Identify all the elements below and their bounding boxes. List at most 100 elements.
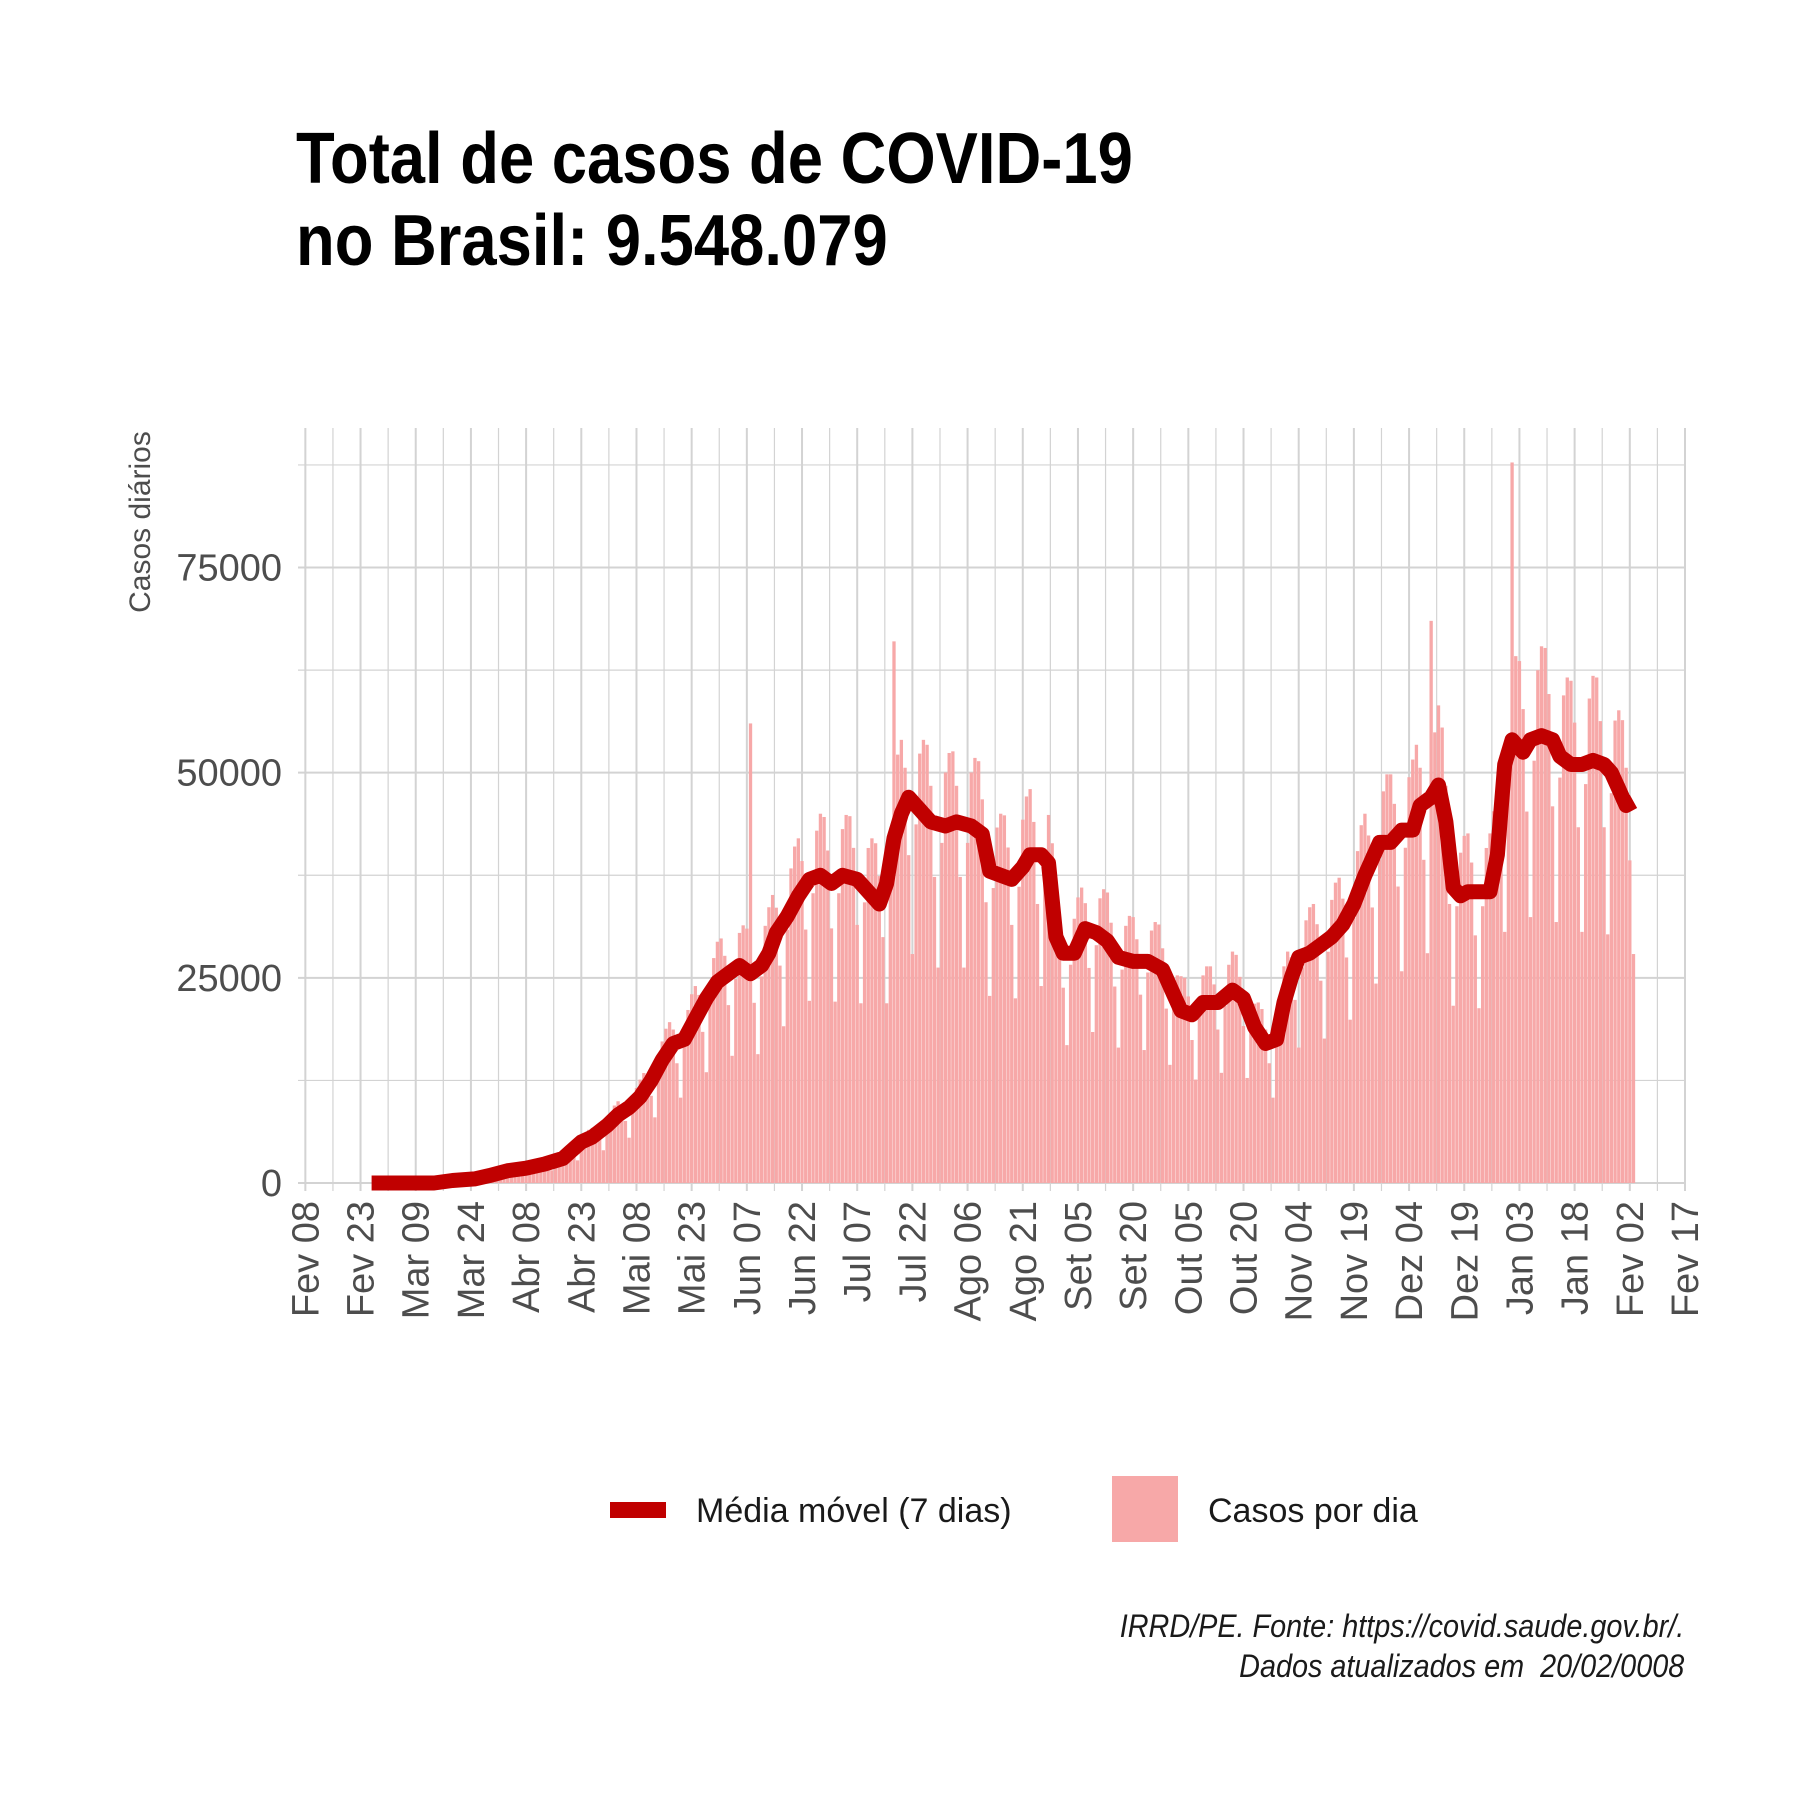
- daily-bar: [907, 855, 911, 1183]
- daily-bar: [726, 1005, 731, 1183]
- daily-bar: [1252, 1003, 1257, 1183]
- daily-bar: [881, 937, 885, 1183]
- daily-bar: [896, 754, 900, 1183]
- daily-bar: [616, 1101, 620, 1183]
- daily-bar: [660, 1041, 664, 1183]
- daily-bar: [1227, 964, 1231, 1183]
- daily-bar: [833, 1001, 837, 1183]
- daily-bar: [855, 924, 859, 1183]
- daily-bar: [1135, 939, 1139, 1183]
- daily-bar: [1068, 964, 1073, 1183]
- daily-bar: [929, 785, 933, 1183]
- daily-bar: [1352, 917, 1356, 1183]
- daily-bar: [763, 925, 767, 1183]
- daily-bar: [1624, 767, 1628, 1183]
- x-tick-label: Ago 06: [948, 1201, 990, 1321]
- daily-bar: [667, 1022, 672, 1183]
- daily-bar: [1094, 945, 1099, 1183]
- daily-bar: [642, 1073, 646, 1183]
- daily-bar: [1024, 796, 1029, 1183]
- daily-bar: [1385, 774, 1389, 1183]
- daily-bar: [969, 772, 973, 1183]
- daily-bar: [800, 861, 804, 1183]
- daily-bar: [1087, 967, 1091, 1183]
- daily-bar: [678, 1097, 683, 1183]
- daily-bar: [594, 1129, 598, 1183]
- daily-bar: [1282, 966, 1286, 1183]
- daily-bar: [999, 813, 1003, 1183]
- daily-bar: [1113, 986, 1117, 1183]
- y-axis-ticks: 0 25000 50000 75000: [176, 548, 282, 1205]
- daily-bar: [682, 1046, 686, 1183]
- daily-bar: [572, 1153, 576, 1183]
- daily-bar: [1620, 720, 1625, 1183]
- daily-bar: [1344, 957, 1349, 1183]
- daily-bar: [1219, 1072, 1224, 1183]
- daily-bar: [844, 814, 848, 1183]
- daily-bar: [1267, 1063, 1271, 1183]
- daily-bar: [715, 941, 720, 1183]
- daily-bar: [1436, 705, 1441, 1183]
- daily-bar: [1017, 886, 1021, 1183]
- x-tick-label: Ago 21: [1003, 1201, 1045, 1321]
- daily-bar: [1127, 915, 1132, 1183]
- daily-bar: [1109, 922, 1113, 1183]
- daily-bar: [951, 751, 955, 1183]
- daily-bar: [1444, 785, 1448, 1183]
- daily-bar: [524, 1174, 528, 1183]
- daily-bar: [1142, 1050, 1146, 1183]
- daily-bar: [1631, 954, 1636, 1183]
- daily-bar: [542, 1162, 547, 1183]
- legend-bar-swatch: [1112, 1476, 1178, 1542]
- daily-bar: [712, 958, 716, 1183]
- daily-bar: [1617, 710, 1621, 1183]
- daily-bar: [1554, 922, 1558, 1183]
- y-tick-label: 50000: [176, 753, 282, 795]
- daily-bar: [770, 894, 775, 1183]
- daily-bar: [940, 842, 944, 1183]
- daily-bar: [1153, 922, 1157, 1183]
- daily-bar: [1230, 951, 1235, 1183]
- daily-bar: [918, 753, 922, 1183]
- daily-bar: [1300, 967, 1305, 1183]
- daily-bar: [1569, 680, 1573, 1183]
- daily-bar: [1319, 980, 1323, 1183]
- daily-bar: [1105, 892, 1110, 1183]
- daily-bar: [995, 827, 999, 1183]
- daily-bar: [1260, 1009, 1264, 1183]
- x-tick-label: Fev 23: [341, 1201, 383, 1317]
- y-axis-label: Casos diários: [124, 431, 157, 613]
- x-tick-label: Out 20: [1224, 1201, 1266, 1315]
- daily-bar: [1613, 720, 1617, 1183]
- daily-bar: [737, 932, 742, 1183]
- daily-bar: [1157, 924, 1161, 1183]
- legend-bar-label: Casos por dia: [1208, 1492, 1418, 1530]
- daily-bar: [1021, 819, 1025, 1183]
- daily-bar: [1054, 887, 1058, 1183]
- daily-bar: [1363, 813, 1367, 1183]
- daily-bar: [884, 1003, 889, 1183]
- daily-bar: [815, 830, 819, 1183]
- daily-bar: [1389, 774, 1393, 1183]
- daily-bar: [638, 1079, 642, 1183]
- chart-title: Total de casos de COVID-19 no Brasil: 9.…: [296, 118, 1133, 282]
- daily-bar: [690, 994, 694, 1183]
- daily-bar: [1381, 791, 1385, 1183]
- daily-bar: [561, 1153, 565, 1183]
- daily-bar: [936, 967, 940, 1183]
- daily-bar: [752, 1002, 756, 1183]
- daily-bar: [1216, 1029, 1220, 1183]
- x-tick-label: Jan 18: [1555, 1201, 1597, 1315]
- x-tick-label: Fev 02: [1610, 1201, 1652, 1317]
- moving-average-line-group: [371, 728, 1638, 1191]
- daily-bar: [991, 888, 995, 1183]
- daily-bar: [1580, 931, 1584, 1183]
- daily-bar: [778, 965, 782, 1183]
- x-tick-label: Mai 08: [616, 1201, 658, 1315]
- x-tick-label: Fev 08: [285, 1201, 327, 1317]
- x-tick-label: Nov 19: [1334, 1201, 1376, 1321]
- daily-bar: [1469, 862, 1474, 1183]
- x-tick-label: Mar 09: [396, 1201, 438, 1319]
- daily-bar: [976, 761, 981, 1183]
- daily-bar: [1414, 744, 1419, 1183]
